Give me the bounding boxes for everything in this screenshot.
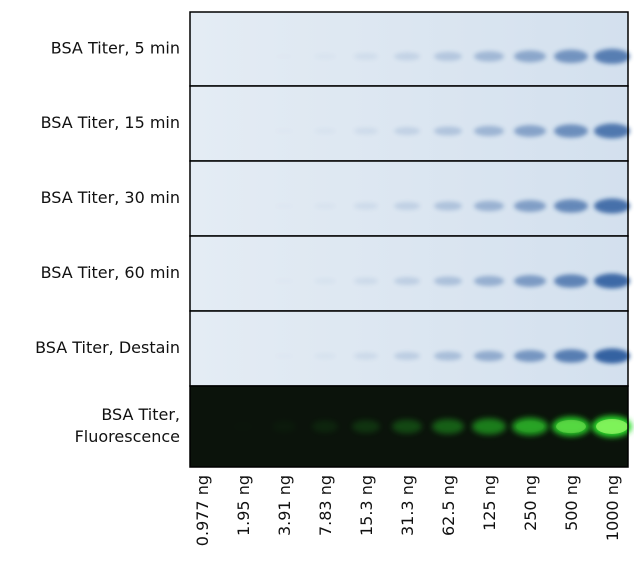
band: [514, 200, 546, 212]
gel-panel: [189, 160, 630, 237]
band: [274, 128, 294, 134]
gel-panel: [189, 235, 630, 312]
band: [354, 52, 378, 60]
band-core: [556, 419, 586, 434]
band: [432, 418, 464, 435]
lane-label: 15.3 ng: [357, 475, 376, 536]
band: [314, 128, 336, 134]
band: [554, 124, 588, 138]
band: [434, 351, 462, 361]
lane-label: 31.3 ng: [398, 475, 417, 536]
band: [554, 199, 588, 213]
panel-label: BSA Titer, 5 min: [51, 39, 180, 58]
band: [594, 273, 630, 289]
band: [272, 421, 296, 433]
gel-panel: [189, 310, 630, 387]
band: [474, 125, 504, 137]
band: [354, 127, 378, 135]
lane-label: 1000 ng: [603, 475, 622, 541]
band: [274, 54, 294, 60]
panel-background: [190, 86, 628, 161]
band: [434, 51, 462, 61]
gel-panel: [189, 85, 630, 162]
panel-label: BSA Titer, Destain: [35, 338, 180, 357]
band: [554, 349, 588, 363]
band: [594, 48, 630, 64]
lane-label: 500 ng: [562, 475, 581, 531]
band: [274, 278, 294, 284]
lane-label: 1.95 ng: [234, 475, 253, 536]
band: [354, 202, 378, 210]
band: [394, 202, 420, 210]
band: [314, 353, 336, 359]
band: [434, 201, 462, 211]
band: [392, 419, 422, 434]
lane-label: 3.91 ng: [275, 475, 294, 536]
band: [474, 51, 504, 62]
band: [474, 200, 504, 212]
band: [314, 53, 336, 59]
band: [554, 274, 588, 288]
band: [232, 421, 254, 432]
band: [554, 49, 588, 64]
band: [434, 126, 462, 136]
gel-panel: [189, 11, 630, 87]
band: [514, 50, 546, 63]
lane-label: 250 ng: [521, 475, 540, 531]
band: [474, 275, 504, 287]
band: [314, 278, 336, 284]
band: [594, 348, 630, 364]
band-core: [596, 419, 628, 434]
band: [394, 52, 420, 61]
band: [472, 418, 506, 435]
band: [514, 350, 546, 362]
band: [394, 127, 420, 135]
band: [352, 419, 380, 434]
gel-panel: [189, 385, 632, 468]
band: [312, 420, 338, 433]
band: [394, 277, 420, 285]
panel-background: [190, 236, 628, 311]
band: [314, 203, 336, 209]
band: [354, 277, 378, 285]
band: [274, 353, 294, 359]
band: [594, 198, 630, 214]
band: [474, 350, 504, 362]
band: [434, 276, 462, 286]
lane-label: 62.5 ng: [439, 475, 458, 536]
band: [512, 417, 548, 436]
band: [552, 416, 590, 437]
band: [354, 352, 378, 360]
lane-label: 7.83 ng: [316, 475, 335, 536]
panel-label: BSA Titer, 60 min: [41, 263, 180, 282]
band: [514, 275, 546, 287]
band: [514, 125, 546, 137]
panel-background: [190, 311, 628, 386]
panel-label: BSA Titer, 30 min: [41, 188, 180, 207]
panel-label: BSA Titer, 15 min: [41, 113, 180, 132]
lane-label: 0.977 ng: [193, 475, 212, 546]
band-core: [516, 420, 544, 433]
band: [274, 203, 294, 209]
panel-label: BSA Titer,: [101, 405, 180, 424]
lane-label: 125 ng: [480, 475, 499, 531]
panel-border: [189, 385, 629, 468]
band: [594, 123, 630, 139]
panel-background: [190, 12, 628, 86]
panel-background: [190, 161, 628, 236]
panel-label: Fluorescence: [75, 427, 180, 446]
band: [394, 352, 420, 360]
